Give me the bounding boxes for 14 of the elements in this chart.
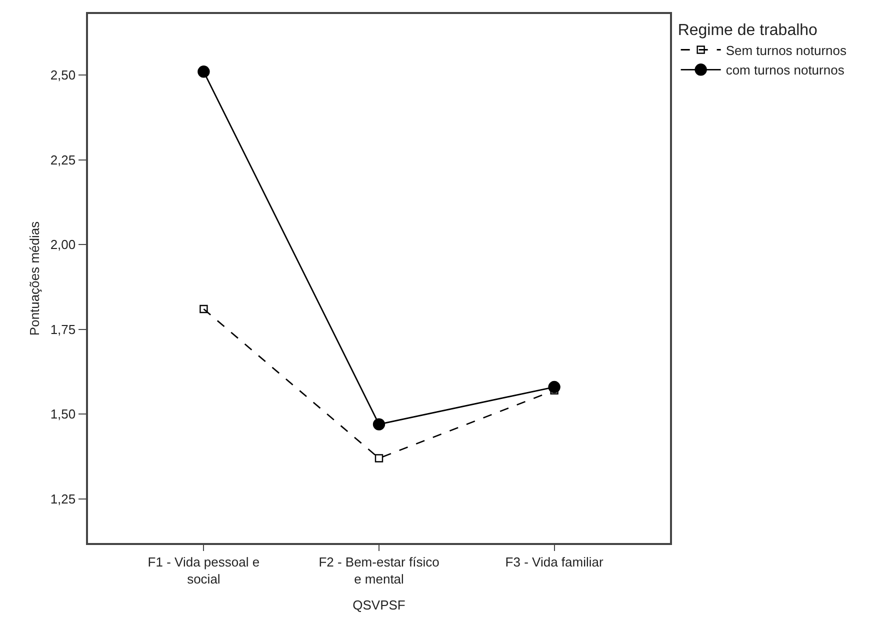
y-tick-label: 2,00 <box>50 237 76 252</box>
legend-label: com turnos noturnos <box>726 62 845 78</box>
x-tick-label: F3 - Vida familiar <box>505 554 604 570</box>
y-axis-title: Pontuações médias <box>26 220 42 336</box>
y-tick-label: 1,50 <box>50 406 76 422</box>
y-tick-label: 1,75 <box>50 322 76 337</box>
y-tick-label: 1,25 <box>50 491 76 506</box>
x-tick-label: F2 - Bem-estar físico e mental <box>318 554 440 586</box>
x-axis-title: QSVPSF <box>352 597 406 612</box>
y-tick-label: 2,25 <box>50 152 76 168</box>
x-tick-label: F1 - Vida pessoal e social <box>148 554 260 586</box>
legend-label: Sem turnos noturnos <box>726 42 847 58</box>
y-tick-label: 2,50 <box>50 68 76 83</box>
legend-title: Regime de trabalho <box>678 22 818 39</box>
